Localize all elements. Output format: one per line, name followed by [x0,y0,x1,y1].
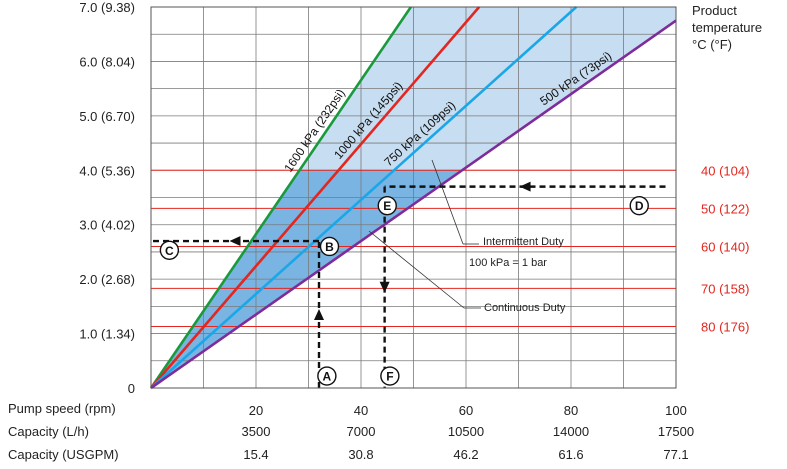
example-paths [151,181,666,388]
marker-circle [317,366,337,386]
annotation-continuous: Continuous Duty [484,302,566,314]
marker-letter: A [323,370,332,384]
path-arrow [379,281,390,293]
axes-labels: Product temperature °C (°F) 0 1.0 (1.34) 2.0 … [8,0,762,462]
marker-circle [629,195,649,216]
x-tick-label: 30.8 [348,447,373,462]
marker-letter: E [383,199,391,213]
temperature-label: 70 (158) [701,281,749,296]
annotation-conversion: 100 kPa = 1 bar [469,257,547,269]
x-tick-label: 20 [249,403,263,418]
annotation-leader [431,159,464,245]
y-tick-label: 3.0 (4.02) [79,218,135,233]
annotation-leader [368,230,465,309]
y-tick-label: 4.0 (5.36) [79,163,135,178]
x-row-label: Pump speed (rpm) [8,401,116,416]
series-line [150,19,677,390]
x-tick-label: 77.1 [663,447,688,462]
temperature-title: temperature [692,20,762,35]
marker-letter: B [325,240,334,254]
x-tick-label: 7000 [347,424,376,439]
temperature-lines: 40 (104) 50 (122) 60 (140) 70 (158) 80 (176) [151,163,749,334]
y-tick-label: 1.0 (1.34) [79,327,135,342]
series-line [150,6,578,389]
x-row-label: Capacity (L/h) [8,424,89,439]
marker-letter: C [165,244,174,258]
annotation-intermittent: Intermittent Duty [483,236,564,248]
annotations: Intermittent Duty 100 kPa = 1 bar Continuo… [368,159,566,314]
temperature-label: 50 (122) [701,201,749,216]
x-tick-label: 15.4 [243,447,268,462]
path-arrow [314,309,324,321]
marker-letter: F [386,370,393,384]
marker-circle [377,195,397,216]
x-tick-label: 61.6 [558,447,583,462]
x-tick-label: 60 [459,403,473,418]
marker-circle [159,240,180,260]
x-tick-label: 80 [564,403,578,418]
temperature-label: 60 (140) [701,239,749,254]
y-tick-label: 7.0 (9.38) [79,0,135,15]
path-arrow [229,236,241,247]
series-line [150,6,481,389]
temperature-title: °C (°F) [692,37,732,52]
markers: A B C D E F [159,195,649,386]
y-tick-label: 2.0 (2.68) [79,272,135,287]
y-tick-label: 0 [128,381,135,396]
x-tick-label: 3500 [242,424,271,439]
x-tick-label: 100 [665,403,687,418]
marker-circle [380,366,400,386]
x-tick-label: 40 [354,403,368,418]
path-arrow [519,181,531,192]
x-tick-label: 10500 [448,424,484,439]
series-line [149,6,412,389]
marker-letter: D [635,199,644,213]
y-tick-label: 6.0 (8.04) [79,54,135,69]
plot-frame [150,6,677,389]
y-tick-label: 5.0 (6.70) [79,109,135,124]
x-row-label: Capacity (USGPM) [8,447,119,462]
x-tick-label: 17500 [658,424,694,439]
x-tick-label: 46.2 [453,447,478,462]
marker-circle [319,236,340,257]
x-tick-label: 14000 [553,424,589,439]
temperature-title: Product [692,3,737,18]
temperature-label: 80 (176) [701,319,749,334]
temperature-label: 40 (104) [701,163,749,178]
